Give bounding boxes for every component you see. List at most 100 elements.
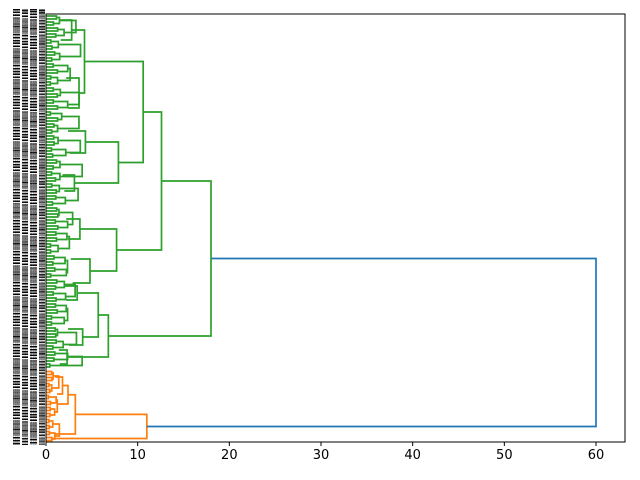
dendrogram-link xyxy=(46,249,52,254)
dendrogram-link xyxy=(59,163,84,178)
dendrogram-link xyxy=(46,261,54,266)
dendrogram-link xyxy=(53,352,69,361)
dendrogram-link xyxy=(46,117,59,122)
dendrogram-link xyxy=(58,139,82,154)
plot-border xyxy=(45,13,626,443)
dendrogram-link xyxy=(46,279,58,284)
leaf-label-column xyxy=(21,9,28,445)
dendrogram-link xyxy=(46,309,59,314)
dendrogram-link xyxy=(46,237,58,242)
dendrogram-link xyxy=(64,283,76,298)
dendrogram-link xyxy=(46,99,55,104)
dendrogram-link xyxy=(46,165,55,170)
dendrogram-link xyxy=(55,232,68,241)
dendrogram-link xyxy=(46,201,54,206)
dendrogram-link xyxy=(46,345,54,350)
axes-spines xyxy=(45,13,626,443)
dendrogram-link xyxy=(58,235,71,250)
dendrogram-link xyxy=(46,273,52,278)
dendrogram-link xyxy=(46,315,53,320)
dendrogram-link xyxy=(46,93,59,98)
dendrogram-link xyxy=(46,351,56,356)
dendrogram-link xyxy=(46,57,53,62)
dendrogram-link xyxy=(46,303,57,308)
dendrogram-link xyxy=(66,77,80,109)
dendrogram-link xyxy=(64,307,69,322)
dendrogram-link xyxy=(46,123,55,128)
dendrogram-links-layer xyxy=(51,19,597,440)
dendrogram-link xyxy=(53,100,69,109)
dendrogram-link xyxy=(50,244,59,253)
dendrogram-link xyxy=(51,52,61,61)
dendrogram-link xyxy=(57,67,72,82)
dendrogram-link xyxy=(84,60,145,164)
x-tick-label-0: 0 xyxy=(41,448,51,463)
dendrogram-link xyxy=(58,349,68,365)
dendrogram-link xyxy=(46,183,53,188)
dendrogram-link xyxy=(46,412,51,418)
dendrogram-link xyxy=(52,196,67,205)
dendrogram-link xyxy=(46,225,59,230)
dendrogram-link xyxy=(67,314,110,358)
dendrogram-link xyxy=(70,258,91,284)
dendrogram-link xyxy=(46,327,57,332)
dendrogram-link xyxy=(46,394,50,400)
dendrogram-link xyxy=(48,396,58,404)
dendrogram-link xyxy=(46,255,55,260)
dendrogram-link xyxy=(46,87,55,92)
dendrogram-link xyxy=(46,207,58,212)
dendrogram-link xyxy=(46,105,59,110)
dendrogram-link xyxy=(51,124,59,133)
dendrogram-link xyxy=(68,328,84,346)
dendrogram-link xyxy=(46,321,53,326)
dendrogram-link xyxy=(58,43,82,58)
dendrogram-link xyxy=(46,27,59,32)
x-tick-label-30: 30 xyxy=(312,448,330,463)
dendrogram-link xyxy=(46,189,58,194)
dendrogram-link xyxy=(51,316,66,325)
dendrogram-link xyxy=(46,291,54,296)
dendrogram-link xyxy=(46,231,57,236)
dendrogram-link xyxy=(46,15,58,20)
dendrogram-link xyxy=(46,195,57,200)
dendrogram-link xyxy=(46,45,53,50)
dendrogram-link xyxy=(46,400,52,406)
dendrogram-link xyxy=(79,228,118,272)
dendrogram-link xyxy=(46,111,52,116)
dendrogram-link xyxy=(46,406,52,412)
dendrogram-link xyxy=(48,420,54,428)
dendrogram-link xyxy=(46,159,58,164)
dendrogram-link xyxy=(60,91,81,106)
leaf-label-column xyxy=(30,9,37,445)
dendrogram-link xyxy=(46,388,51,394)
dendrogram-link xyxy=(51,375,60,389)
dendrogram-link xyxy=(55,328,59,337)
dendrogram-link xyxy=(46,81,52,86)
dendrogram-link xyxy=(46,33,57,38)
dendrogram-link xyxy=(53,88,62,97)
x-tick-label-60: 60 xyxy=(587,448,605,463)
x-axis-tick-marks xyxy=(45,442,597,446)
dendrogram-link xyxy=(50,40,60,49)
leaf-tick-labels-unreadable xyxy=(13,9,45,445)
dendrogram-link xyxy=(146,257,597,428)
dendrogram-link xyxy=(46,153,54,158)
dendrogram-link xyxy=(46,297,57,302)
dendrogram-link xyxy=(116,111,163,251)
dendrogram-link xyxy=(65,259,69,274)
dendrogram-link xyxy=(46,357,55,362)
x-tick-label-10: 10 xyxy=(129,448,146,463)
x-tick-label-20: 20 xyxy=(221,448,238,463)
dendrogram-link xyxy=(52,256,66,265)
dendrogram-link xyxy=(108,180,212,337)
dendrogram-link xyxy=(46,63,55,68)
dendrogram-link xyxy=(46,376,53,382)
dendrogram-link xyxy=(46,75,52,80)
leaf-label-column xyxy=(38,9,45,445)
dendrogram-link xyxy=(46,129,53,134)
dendrogram-link xyxy=(55,220,69,229)
dendrogram-fine-links-layer xyxy=(46,15,84,442)
dendrogram-link xyxy=(77,292,100,338)
dendrogram-link xyxy=(51,413,148,440)
dendrogram-link xyxy=(46,177,57,182)
